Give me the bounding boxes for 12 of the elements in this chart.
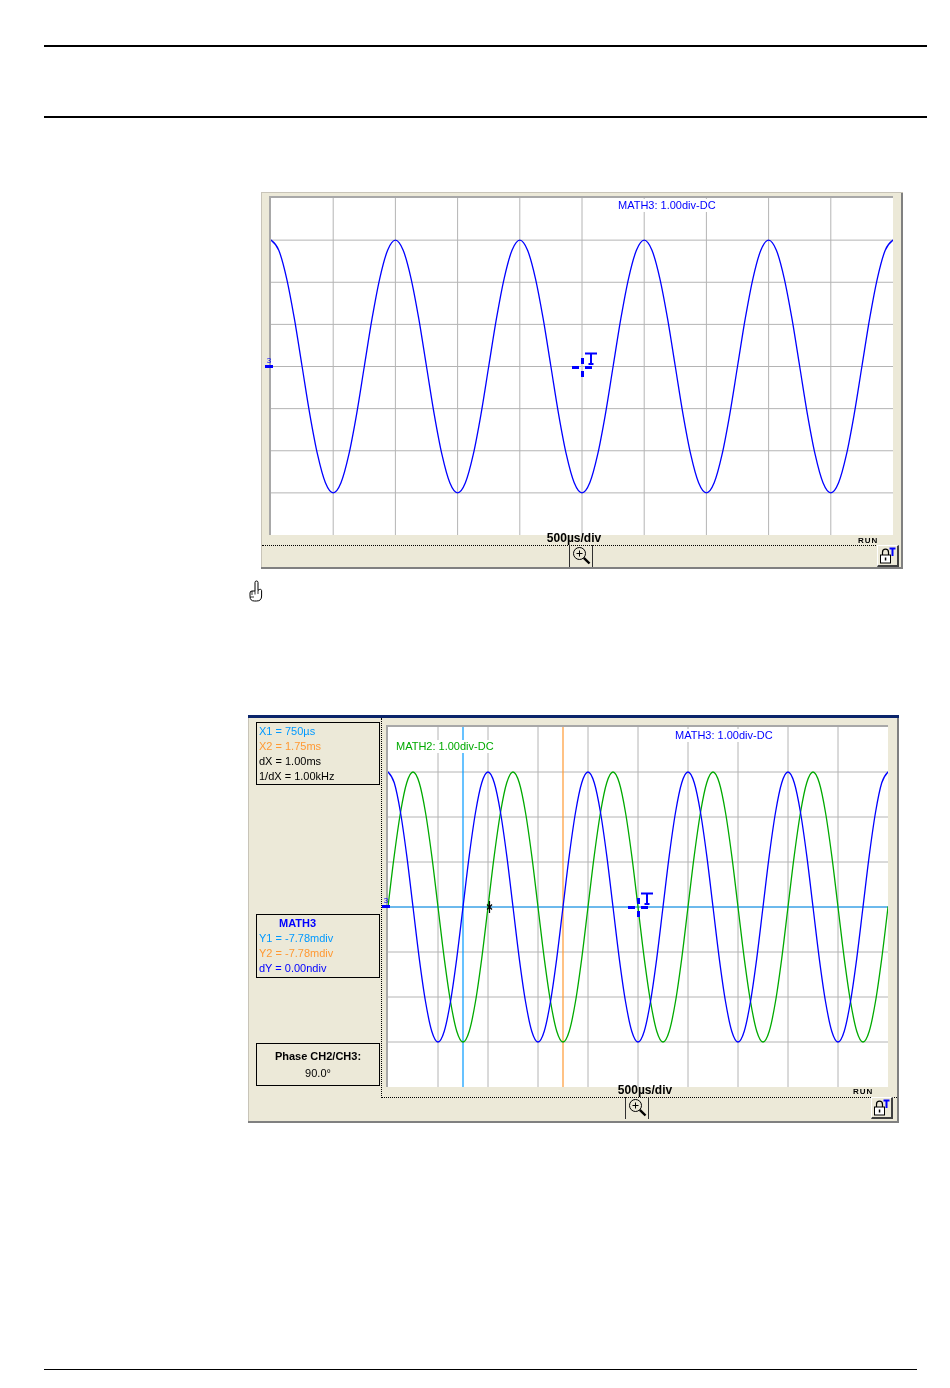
x-axis-title: 500µs/div [546, 531, 602, 545]
text: RUN [853, 1087, 874, 1096]
text: MATH3: 1.00div-DC [618, 199, 716, 211]
annotation: 3 [382, 896, 390, 908]
text: RUN [858, 536, 879, 545]
readout-box: Phase CH2/CH3: 90.0° [256, 1043, 380, 1086]
x-axis-title: 500µs/div [617, 1083, 673, 1097]
readout-box: MATH3 Y1 = -7.78mdiv Y2 = -7.78mdiv dY = 0.00ndiv [256, 914, 380, 978]
annotation: 3 [265, 355, 273, 368]
text: MATH2: 1.00div-DC [396, 740, 494, 752]
readout-box: X1 = 750µs X2 = 1.75ms dX = 1.00ms 1/dX = 1.00kHz [256, 722, 380, 785]
text: MATH3: 1.00div-DC [675, 729, 773, 741]
